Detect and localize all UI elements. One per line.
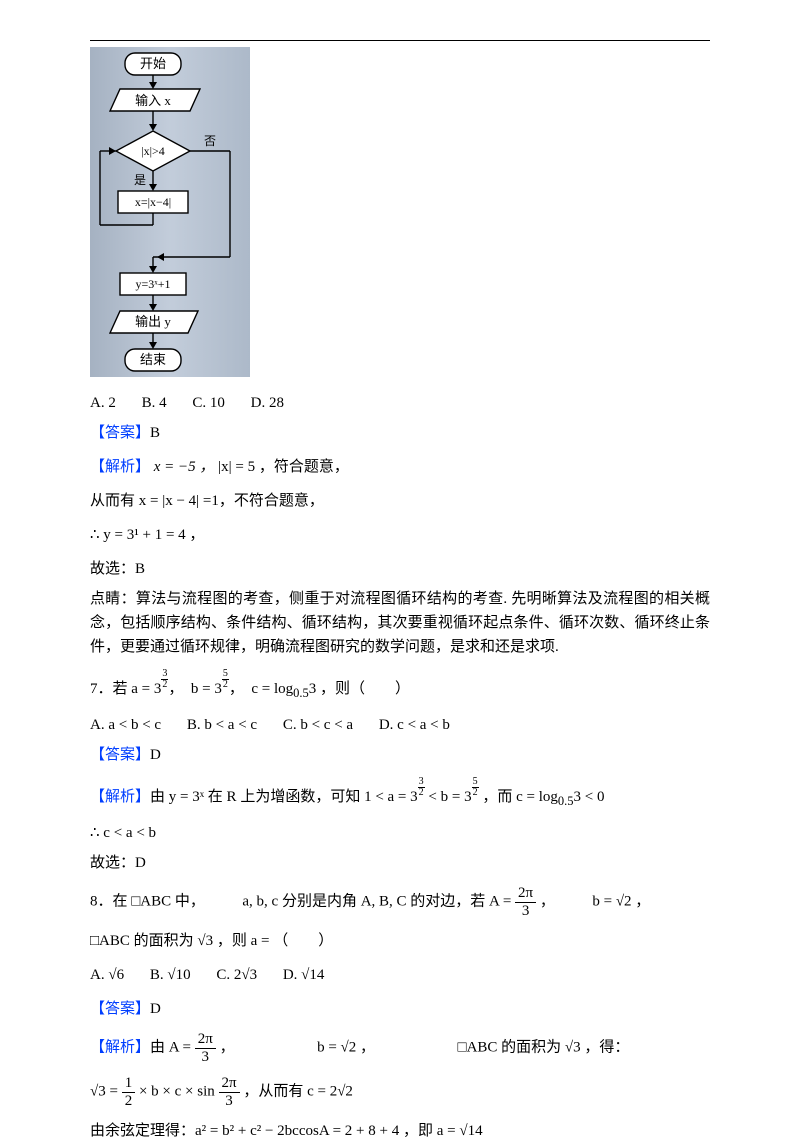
q8-cd: D. √14 — [283, 967, 325, 983]
flow-start: 开始 — [140, 56, 166, 71]
q6-line3: ∴ y = 3¹ + 1 = 4 ， — [90, 523, 710, 547]
q6-answer-value: B — [150, 425, 160, 441]
q8-ca: A. √6 — [90, 967, 124, 983]
q7-l1d: 3 < 0 — [574, 789, 605, 805]
answer-label: 【答案】 — [90, 425, 150, 441]
flow-assign1: x=|x−4| — [135, 195, 171, 209]
q7-sb: ， b = 3 — [168, 681, 221, 697]
q7-l1b: < b = 3 — [425, 789, 472, 805]
q7-line2: ∴ c < a < b — [90, 821, 710, 845]
q8-l2b: × b × c × sin — [135, 1083, 218, 1099]
q7-choices: A. a < b < c B. b < a < c C. b < c < a D… — [90, 713, 710, 737]
q7-cd: D. c < a < b — [379, 717, 450, 733]
q6-answer: 【答案】B — [90, 421, 710, 445]
q8-l1fd: 3 — [195, 1049, 216, 1066]
q8-sa: 8．在 □ABC 中， a, b, c 分别是内角 A, B, C 的对边，若 … — [90, 893, 515, 909]
q7-sa: 7．若 a = 3 — [90, 681, 161, 697]
q8-hd: 2 — [122, 1093, 136, 1110]
q8-stem2: □ABC 的面积为 √3 ，则 a = （ ） — [90, 929, 710, 953]
q8-l1b: ， b = √2 ， □ABC 的面积为 √3 ，得： — [216, 1039, 630, 1055]
q7-sub: 0.5 — [293, 686, 309, 700]
flow-no: 否 — [204, 134, 216, 148]
q8-cc: C. 2√3 — [216, 967, 257, 983]
q6-choice-c: C. 10 — [192, 395, 225, 411]
q7-stem: 7．若 a = 332， b = 352， c = log0.53 ，则（ ） — [90, 669, 710, 703]
q6-choice-d: D. 28 — [251, 395, 284, 411]
q8-fd: 3 — [515, 903, 536, 920]
q6-line2: 从而有 x = |x − 4| =1，不符合题意， — [90, 489, 710, 513]
q7-sc: ， c = log — [229, 681, 293, 697]
q7-e2d: 2 — [222, 680, 229, 690]
q8-l1fn: 2π — [195, 1031, 216, 1049]
q6-note: 点睛：算法与流程图的考查，侧重于对流程图循环结构的考查. 先明晰算法及流程图的相… — [90, 587, 710, 659]
flow-output: 输出 y — [135, 314, 171, 329]
q7-l1c: ，而 c = log — [479, 789, 558, 805]
q8-ans-val: D — [150, 1001, 161, 1017]
q7-l1e1d: 2 — [418, 788, 425, 798]
q7-cc: C. b < c < a — [283, 717, 353, 733]
q8-line3: 由余弦定理得：a² = b² + c² − 2bccosA = 2 + 8 + … — [90, 1119, 710, 1143]
flow-assign2: y=3ˣ+1 — [135, 277, 170, 291]
q8-choices: A. √6 B. √10 C. 2√3 D. √14 — [90, 963, 710, 987]
flow-end: 结束 — [140, 352, 166, 367]
q8-l1a: 由 A = — [150, 1039, 195, 1055]
q7-sel: 故选：D — [90, 851, 710, 875]
q8-l2c: ，从而有 c = 2√2 — [240, 1083, 353, 1099]
q6-choice-b: B. 4 — [142, 395, 167, 411]
q7-line1: 【解析】由 y = 3ˣ 在 R 上为增函数，可知 1 < a = 332 < … — [90, 777, 710, 811]
q7-ca: A. a < b < c — [90, 717, 161, 733]
flow-cond: |x|>4 — [141, 144, 165, 158]
answer-label: 【答案】 — [90, 1001, 150, 1017]
q8-fn: 2π — [515, 885, 536, 903]
q8-answer: 【答案】D — [90, 997, 710, 1021]
q6-sel: 故选：B — [90, 557, 710, 581]
q7-answer: 【答案】D — [90, 743, 710, 767]
q6-line1: 【解析】 x = −5 ， |x| = 5 ，符合题意， — [90, 455, 710, 479]
q6-l1b: |x| = 5 ，符合题意， — [218, 459, 349, 475]
q8-l2a: √3 = — [90, 1083, 122, 1099]
q6-choice-a: A. 2 — [90, 395, 116, 411]
q8-hn: 1 — [122, 1075, 136, 1093]
q6-l1a: x = −5 ， — [154, 459, 215, 475]
analysis-label: 【解析】 — [90, 789, 150, 805]
flow-yes: 是 — [134, 173, 146, 187]
q7-l1a: 由 y = 3ˣ 在 R 上为增函数，可知 1 < a = 3 — [150, 789, 418, 805]
q8-cb: B. √10 — [150, 967, 191, 983]
q8-l2fn: 2π — [219, 1075, 240, 1093]
analysis-label: 【解析】 — [90, 1039, 150, 1055]
q8-line1: 【解析】由 A = 2π3 ， b = √2 ， □ABC 的面积为 √3 ，得… — [90, 1031, 710, 1065]
q7-l1sub: 0.5 — [558, 794, 574, 808]
flow-input: 输入 x — [135, 93, 171, 108]
q8-line2: √3 = 12 × b × c × sin 2π3 ，从而有 c = 2√2 — [90, 1075, 710, 1109]
flowchart-image: 开始 输入 x |x|>4 否 是 x=|x−4| — [90, 47, 710, 385]
q6-choices: A. 2 B. 4 C. 10 D. 28 — [90, 391, 710, 415]
analysis-label: 【解析】 — [90, 459, 150, 475]
answer-label: 【答案】 — [90, 747, 150, 763]
q7-sd: 3 ，则（ ） — [309, 681, 410, 697]
q7-l1e2d: 2 — [472, 788, 479, 798]
q8-stem1: 8．在 □ABC 中， a, b, c 分别是内角 A, B, C 的对边，若 … — [90, 885, 710, 919]
q8-l2fd: 3 — [219, 1093, 240, 1110]
q7-cb: B. b < a < c — [187, 717, 257, 733]
q8-sb: ， b = √2 ， — [536, 893, 650, 909]
q7-ans-val: D — [150, 747, 161, 763]
